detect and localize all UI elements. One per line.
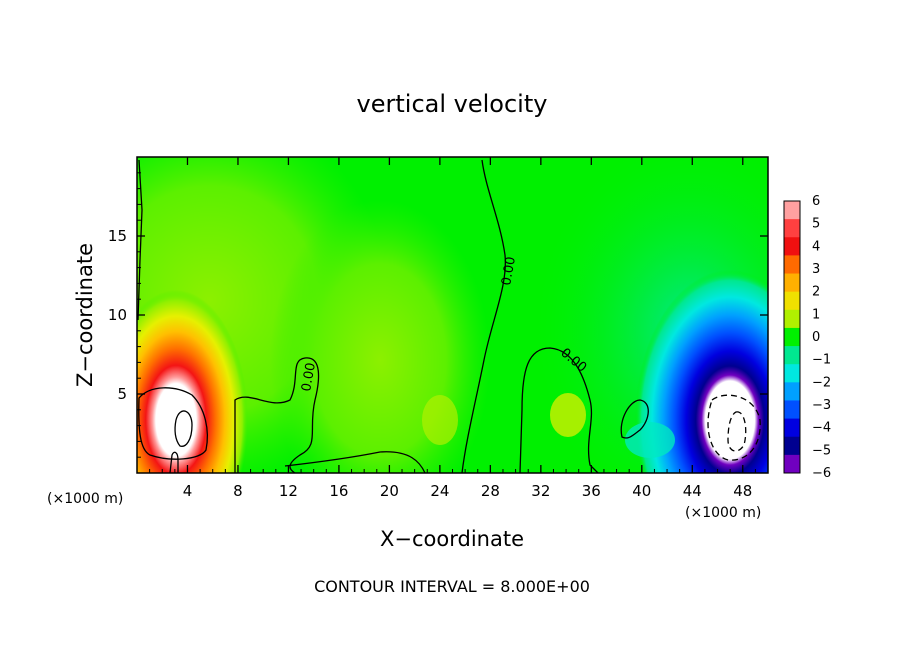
zero-contour-small-loop	[620, 399, 649, 439]
plot-area: 0.00 0.00 0.00	[137, 157, 768, 473]
colorbar-swatch	[784, 382, 800, 401]
zero-contour-left-edge	[137, 159, 143, 321]
x-tick-label: 28	[481, 482, 500, 500]
colorbar-label: −1	[812, 353, 831, 368]
negative-contour-outer	[707, 394, 761, 461]
colorbar-swatch	[784, 309, 800, 329]
colorbar-label: −3	[812, 398, 831, 413]
colorbar-swatch	[784, 273, 800, 293]
colorbar-swatch	[784, 255, 800, 275]
colorbar-swatch	[784, 418, 800, 438]
colorbar-swatch	[784, 400, 800, 420]
colorbar-label: 3	[812, 262, 820, 277]
colorbar-swatch	[784, 237, 800, 256]
y-axis: 5 10 15	[108, 172, 768, 458]
colorbar-swatch	[784, 454, 800, 474]
x-tick-label: 44	[683, 482, 702, 500]
x-tick-label: 48	[733, 482, 752, 500]
x-tick-label: 12	[279, 482, 298, 500]
updraft-core	[137, 290, 248, 473]
colorbar-label: 4	[812, 239, 820, 254]
x-tick-label: 36	[582, 482, 601, 500]
contour-label-central: 0.00	[499, 256, 519, 287]
colorbar-swatch	[784, 436, 800, 456]
x-axis: 4 8 12 16 20 24 28 32 36 40 44 48	[149, 157, 756, 500]
colorbar: 6 5 4 3 2 1 0 −1 −2 −3 −4 −5 −6	[783, 194, 831, 481]
x-tick-label: 40	[632, 482, 651, 500]
y-tick-label: 5	[117, 385, 127, 403]
positive-contour-outer	[138, 387, 208, 460]
chart-title: vertical velocity	[357, 90, 548, 118]
x-unit-label-right: (×1000 m)	[685, 505, 761, 521]
zero-contour-west-cell	[234, 357, 320, 473]
colorbar-label: −2	[812, 375, 831, 390]
zero-contour-surface-band	[284, 451, 426, 473]
y-axis-title: Z−coordinate	[73, 243, 97, 387]
contour-interval-note: CONTOUR INTERVAL = 8.000E+00	[314, 577, 590, 596]
x-tick-label: 8	[233, 482, 243, 500]
colorbar-swatch	[784, 219, 800, 238]
colorbar-label: 5	[812, 217, 820, 232]
mid-yellow-patch-2	[550, 393, 586, 437]
y-tick-label: 10	[108, 306, 127, 324]
colorbar-swatch	[784, 346, 800, 365]
colorbar-swatch	[784, 327, 800, 347]
colorbar-label: 1	[812, 307, 820, 322]
colorbar-label: 6	[812, 194, 820, 209]
zero-contour-central	[461, 159, 507, 473]
negative-contour-inner	[727, 411, 747, 452]
x-tick-label: 20	[380, 482, 399, 500]
positive-contour-base	[169, 451, 179, 473]
x-tick-label: 16	[329, 482, 348, 500]
colorbar-frame	[783, 200, 801, 474]
mid-cyan-patch	[625, 422, 675, 458]
downdraft-core	[635, 270, 768, 473]
colorbar-swatch	[784, 364, 800, 383]
y-tick-label: 15	[108, 227, 127, 245]
colorbar-swatch	[784, 291, 800, 311]
x-tick-label: 32	[531, 482, 550, 500]
contour-lines	[137, 159, 761, 473]
x-unit-label-left: (×1000 m)	[47, 491, 123, 507]
x-tick-label: 24	[430, 482, 449, 500]
colorbar-label: −4	[812, 421, 831, 436]
colorbar-label: 0	[812, 330, 820, 345]
colorbar-swatch	[784, 201, 800, 220]
colorbar-label: −5	[812, 443, 831, 458]
weak-updraft-region-mid	[270, 200, 490, 473]
zero-contour-east-cell	[519, 347, 599, 473]
colorbar-label: 2	[812, 285, 820, 300]
positive-contour-inner	[174, 410, 193, 447]
mid-yellow-patch-1	[422, 395, 458, 445]
x-axis-title: X−coordinate	[380, 527, 524, 551]
x-tick-label: 4	[183, 482, 193, 500]
colorbar-label: −6	[812, 466, 831, 481]
contour-label-west: 0.00	[299, 362, 319, 393]
